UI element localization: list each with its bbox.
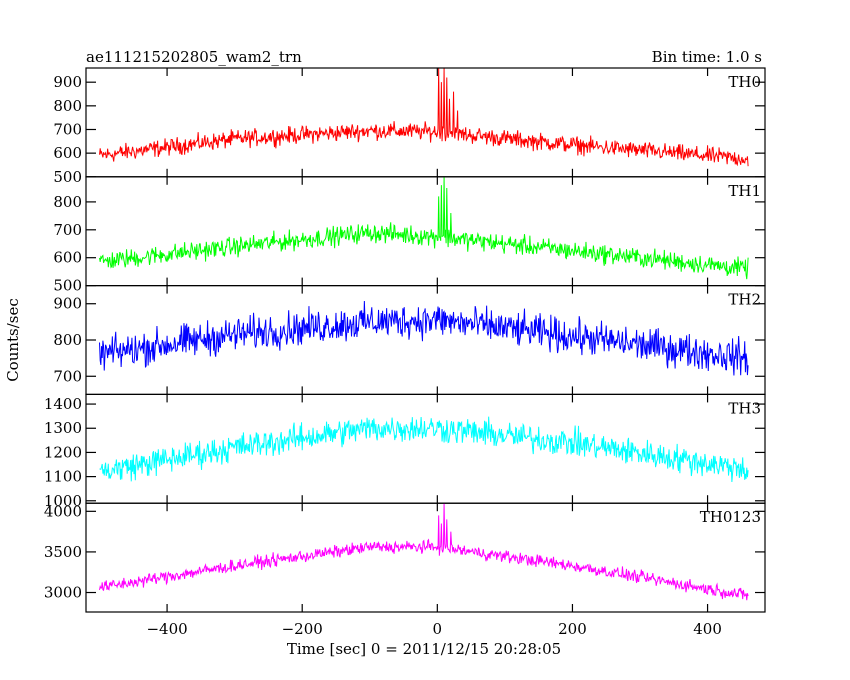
- x-tick-label: 400: [693, 620, 722, 638]
- series-line-th0: [99, 68, 749, 167]
- y-tick-label: 1100: [44, 468, 82, 486]
- y-tick-label: 500: [53, 277, 82, 295]
- y-tick-label: 800: [53, 97, 82, 115]
- bin-time-label: Bin time: 1.0 s: [652, 48, 762, 66]
- y-tick-label: 1200: [44, 443, 82, 461]
- series-line-th3: [99, 416, 749, 483]
- x-tick-label: −200: [282, 620, 323, 638]
- y-axis-label: Counts/sec: [4, 298, 22, 382]
- y-tick-label: 3000: [44, 584, 82, 602]
- y-tick-label: 800: [53, 331, 82, 349]
- panel-label-th1: TH1: [728, 182, 761, 200]
- y-tick-label: 1400: [44, 395, 82, 413]
- y-tick-label: 700: [53, 221, 82, 239]
- x-tick-label: 200: [558, 620, 587, 638]
- x-tick-label: −400: [146, 620, 187, 638]
- panel-frame-th0123: [85, 502, 766, 613]
- y-tick-label: 600: [53, 249, 82, 267]
- chart-title: ae111215202805_wam2_trn: [86, 48, 302, 66]
- y-tick-label: 3500: [44, 543, 82, 561]
- y-tick-label: 700: [53, 367, 82, 385]
- y-tick-label: 1300: [44, 419, 82, 437]
- y-tick-label: 4000: [44, 502, 82, 520]
- panel-frame-th1: [85, 176, 766, 287]
- x-axis-label: Time [sec] 0 = 2011/12/15 20:28:05: [287, 640, 561, 658]
- series-line-th2: [99, 300, 749, 376]
- panel-group: 500 600 700 800 900 TH0 500 600 700 800 TH1 700 800 9…: [44, 67, 766, 638]
- series-line-th0123: [99, 503, 749, 601]
- panel-label-th0: TH0: [728, 73, 761, 91]
- panel-label-th0123: TH0123: [700, 508, 761, 526]
- y-tick-label: 600: [53, 144, 82, 162]
- panel-label-th3: TH3: [728, 399, 761, 417]
- y-tick-label: 500: [53, 168, 82, 186]
- panel-label-th2: TH2: [728, 291, 761, 309]
- y-tick-label: 900: [53, 73, 82, 91]
- y-tick-label: 700: [53, 120, 82, 138]
- x-tick-label: 0: [433, 620, 443, 638]
- y-tick-label: 1000: [44, 492, 82, 510]
- y-tick-label: 900: [53, 295, 82, 313]
- series-line-th1: [99, 176, 749, 280]
- y-tick-label: 800: [53, 193, 82, 211]
